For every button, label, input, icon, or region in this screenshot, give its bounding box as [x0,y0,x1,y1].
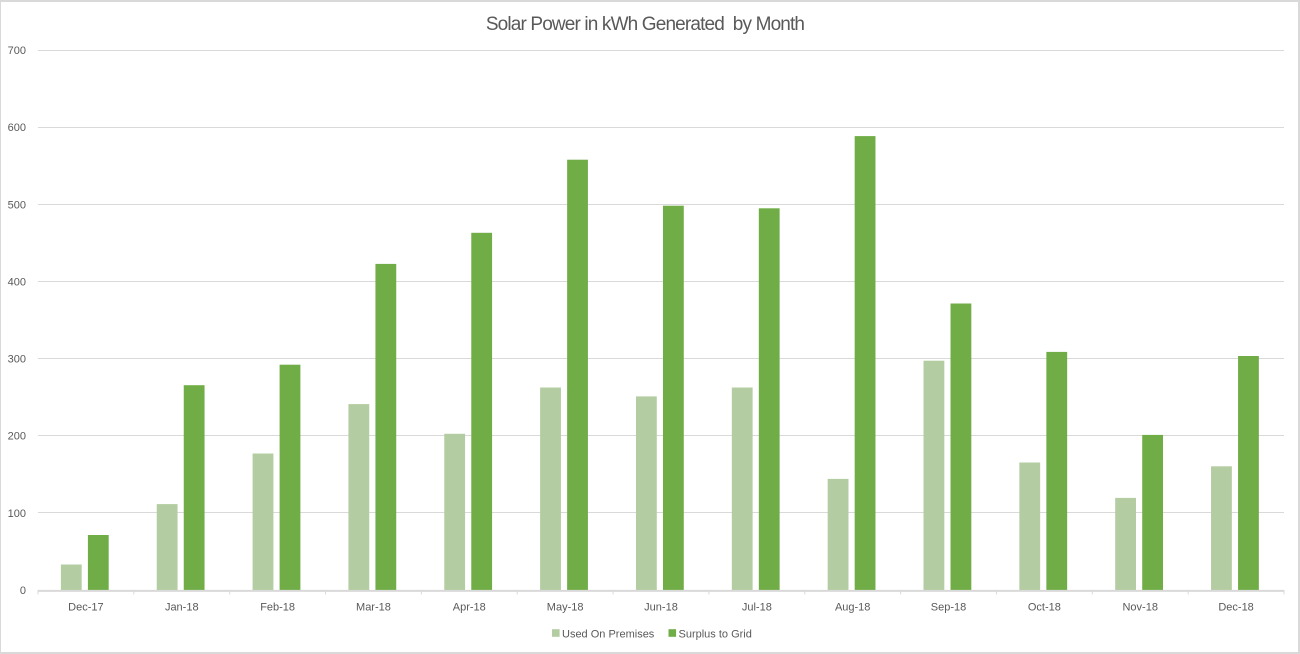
svg-text:Sep-18: Sep-18 [931,602,966,614]
svg-text:Mar-18: Mar-18 [356,602,391,614]
svg-text:Jan-18: Jan-18 [165,602,199,614]
svg-text:600: 600 [8,122,26,134]
svg-text:Oct-18: Oct-18 [1028,602,1061,614]
svg-text:May-18: May-18 [547,602,584,614]
svg-text:400: 400 [8,276,26,288]
svg-text:100: 100 [8,508,26,520]
svg-text:0: 0 [20,585,26,597]
svg-text:Dec-17: Dec-17 [68,602,103,614]
svg-text:Apr-18: Apr-18 [453,602,486,614]
svg-text:Nov-18: Nov-18 [1122,602,1157,614]
svg-text:Jul-18: Jul-18 [742,602,772,614]
svg-text:Surplus to Grid: Surplus to Grid [679,628,752,640]
svg-text:300: 300 [8,354,26,366]
svg-text:Solar Power in kWh Generated: Solar Power in kWh Generated by Month [486,14,805,35]
svg-text:Used On Premises: Used On Premises [562,628,655,640]
svg-text:500: 500 [8,199,26,211]
svg-text:700: 700 [8,45,26,57]
svg-text:Jun-18: Jun-18 [644,602,678,614]
svg-text:Aug-18: Aug-18 [835,602,870,614]
svg-text:200: 200 [8,431,26,443]
svg-text:Feb-18: Feb-18 [260,602,295,614]
svg-text:Dec-18: Dec-18 [1218,602,1253,614]
